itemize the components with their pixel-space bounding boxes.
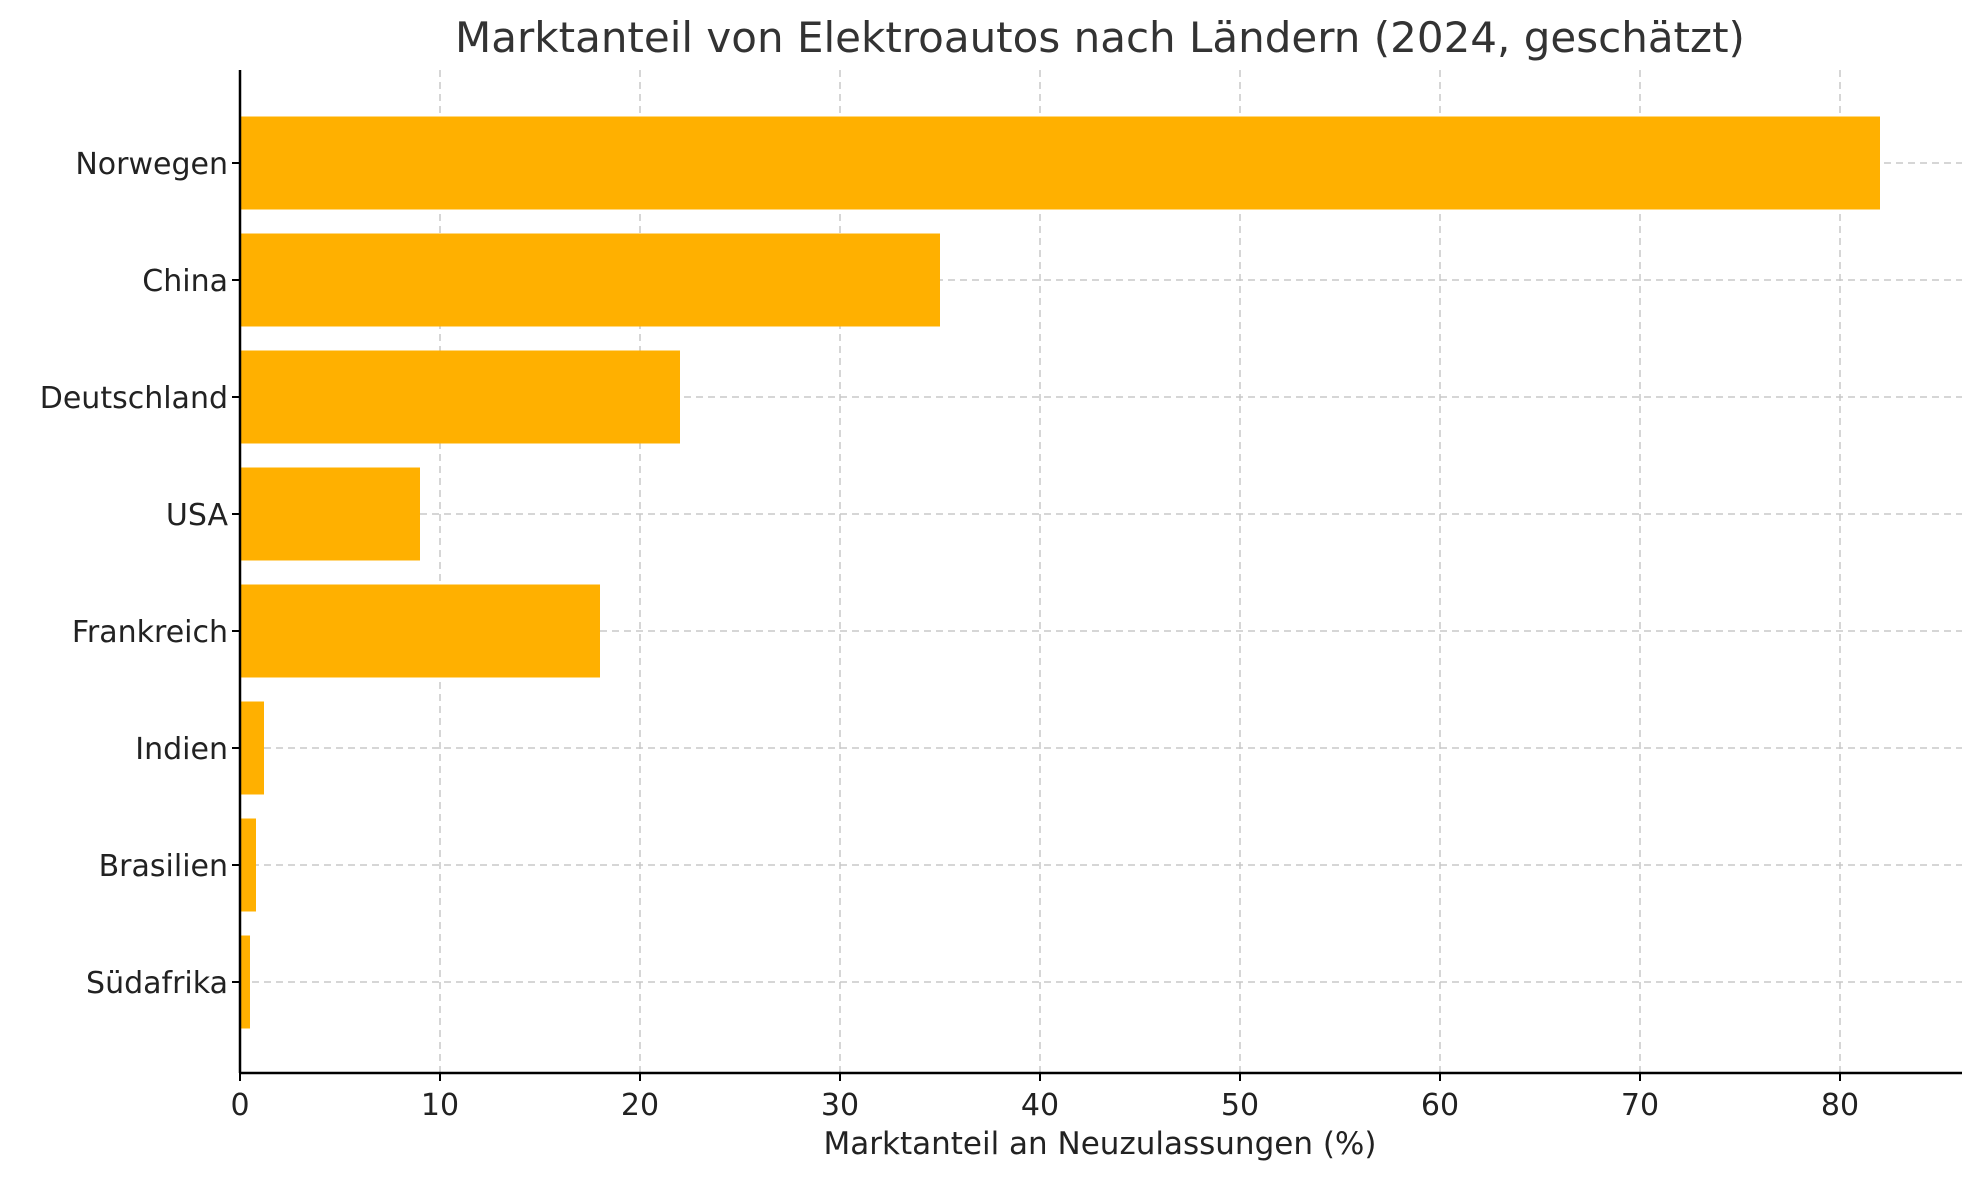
tick-labels: 0 10 20 30 40 50 60 70 80 Norwegen China Deutschlan… [40, 147, 1859, 1123]
bar-china [240, 233, 940, 327]
x-tick-label: 60 [1421, 1088, 1459, 1123]
y-tick-label-china: China [142, 264, 228, 299]
bar-norwegen [240, 116, 1880, 210]
bar-indien [240, 701, 264, 795]
chart-title: Marktanteil von Elektroautos nach Länder… [455, 13, 1745, 62]
bar-deutschland [240, 350, 680, 444]
x-tick-label: 80 [1821, 1088, 1859, 1123]
bar-suedafrika [240, 935, 250, 1029]
x-axis-title: Marktanteil an Neuzulassungen (%) [824, 1126, 1377, 1162]
bars [240, 116, 1880, 1029]
y-tick-label-norwegen: Norwegen [75, 147, 228, 182]
x-tick-label: 50 [1221, 1088, 1259, 1123]
y-tick-label-indien: Indien [135, 732, 228, 767]
grid [239, 70, 1962, 1073]
y-tick-label-deutschland: Deutschland [40, 381, 228, 416]
x-tick-label: 30 [821, 1088, 859, 1123]
bar-brasilien [240, 818, 256, 912]
y-tick-label-frankreich: Frankreich [72, 615, 228, 650]
y-tick-label-usa: USA [166, 498, 229, 533]
x-tick-label: 40 [1021, 1088, 1059, 1123]
bar-frankreich [240, 584, 600, 678]
x-tick-label: 70 [1621, 1088, 1659, 1123]
x-tick-label: 10 [421, 1088, 459, 1123]
x-tick-label: 0 [230, 1088, 249, 1123]
y-tick-label-brasilien: Brasilien [99, 849, 228, 884]
x-tick-label: 20 [621, 1088, 659, 1123]
y-tick-label-suedafrika: Südafrika [86, 966, 228, 1001]
axes [232, 70, 1962, 1081]
bar-usa [240, 467, 420, 561]
